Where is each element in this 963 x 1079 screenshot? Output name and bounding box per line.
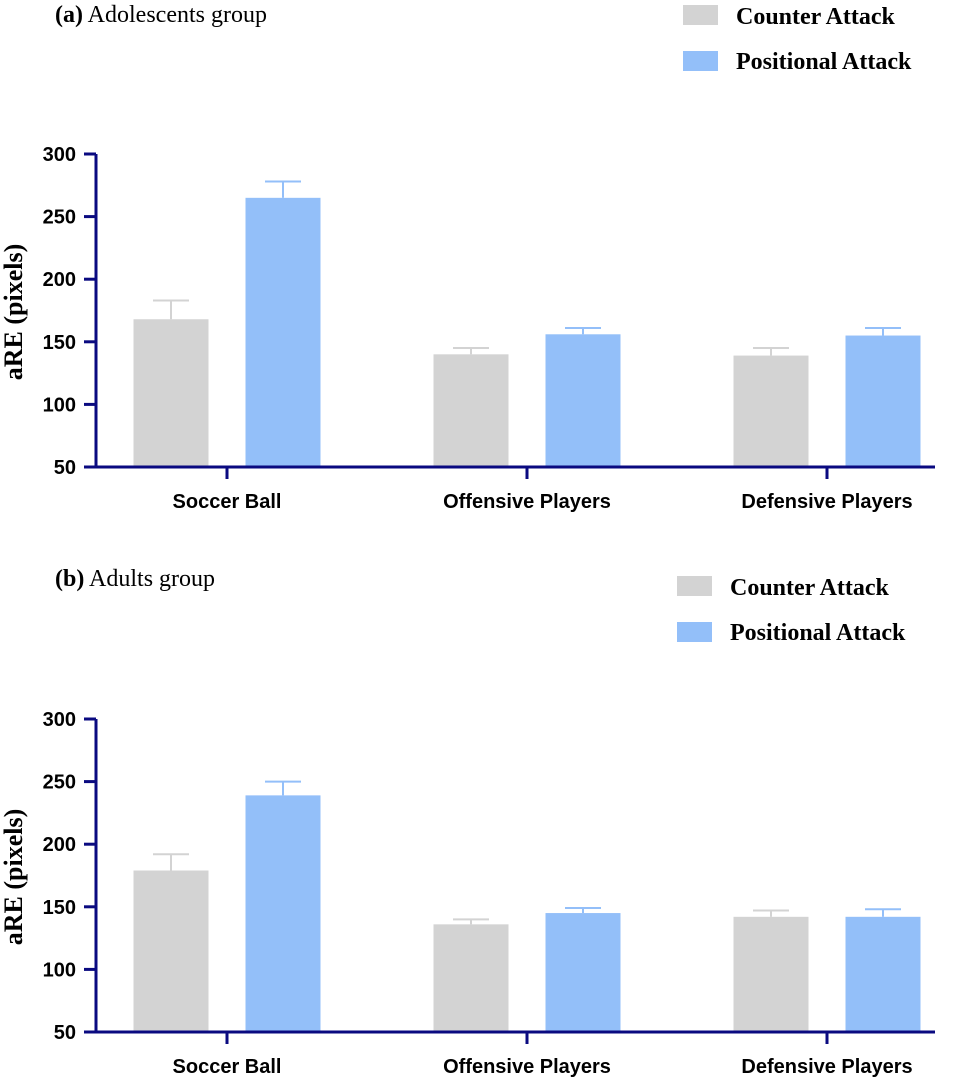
plot-area: 50 100 150 200 250 300 Soccer Ball Offensive Pl… bbox=[43, 709, 935, 1078]
y-tick-label-300: 300 bbox=[43, 144, 76, 166]
bar-positional-attack-defensive-players bbox=[845, 335, 921, 467]
legend-swatch-positional-attack bbox=[683, 51, 718, 71]
y-axis-label: aRE (pixels) bbox=[0, 809, 28, 946]
bar-positional-attack-offensive-players bbox=[545, 913, 621, 1032]
y-axis-label: aRE (pixels) bbox=[0, 244, 28, 381]
panel-letter: (a) bbox=[55, 2, 83, 28]
x-tick-label-soccer-ball: Soccer Ball bbox=[173, 1056, 282, 1078]
y-tick-label-250: 250 bbox=[43, 772, 76, 794]
bar-counter-attack-defensive-players bbox=[733, 916, 809, 1032]
legend-label-positional-attack: Positional Attack bbox=[736, 49, 912, 75]
y-tick-label-150: 150 bbox=[43, 897, 76, 919]
bar-positional-attack-defensive-players bbox=[845, 916, 921, 1032]
bar-counter-attack-soccer-ball bbox=[133, 870, 209, 1032]
legend-label-counter-attack: Counter Attack bbox=[730, 575, 890, 601]
legend: Counter Attack Positional Attack bbox=[677, 575, 906, 646]
bar-counter-attack-soccer-ball bbox=[133, 319, 209, 467]
y-tick-label-300: 300 bbox=[43, 709, 76, 731]
y-tick-label-150: 150 bbox=[43, 332, 76, 354]
panel-title: (a) Adolescents group bbox=[55, 2, 267, 28]
legend: Counter Attack Positional Attack bbox=[683, 4, 912, 75]
legend-swatch-counter-attack bbox=[677, 576, 712, 596]
plot-area: 50 100 150 200 250 300 Soccer Ball Offensive Pl… bbox=[43, 144, 935, 513]
x-tick-label-defensive-players: Defensive Players bbox=[741, 491, 912, 513]
y-tick-label-250: 250 bbox=[43, 207, 76, 229]
y-tick-label-50: 50 bbox=[54, 1022, 76, 1044]
legend-swatch-positional-attack bbox=[677, 622, 712, 642]
x-tick-label-defensive-players: Defensive Players bbox=[741, 1056, 912, 1078]
x-tick-label-offensive-players: Offensive Players bbox=[443, 491, 611, 513]
panel-title-text: Adults group bbox=[89, 566, 215, 592]
chart-panel-adults: (b) Adults group Counter Attack Position… bbox=[0, 566, 935, 1078]
y-tick-label-200: 200 bbox=[43, 834, 76, 856]
chart-panel-adolescents: (a) Adolescents group Counter Attack Pos… bbox=[0, 2, 935, 513]
bar-positional-attack-offensive-players bbox=[545, 334, 621, 467]
panel-title: (b) Adults group bbox=[55, 566, 215, 592]
legend-label-positional-attack: Positional Attack bbox=[730, 620, 906, 646]
y-tick-label-50: 50 bbox=[54, 457, 76, 479]
bar-counter-attack-defensive-players bbox=[733, 355, 809, 467]
legend-label-counter-attack: Counter Attack bbox=[736, 4, 896, 30]
x-tick-label-soccer-ball: Soccer Ball bbox=[173, 491, 282, 513]
y-tick-label-100: 100 bbox=[43, 394, 76, 416]
y-tick-label-100: 100 bbox=[43, 959, 76, 981]
bar-counter-attack-offensive-players bbox=[433, 354, 509, 467]
legend-swatch-counter-attack bbox=[683, 5, 718, 25]
y-tick-label-200: 200 bbox=[43, 269, 76, 291]
panel-letter: (b) bbox=[55, 566, 84, 592]
x-tick-label-offensive-players: Offensive Players bbox=[443, 1056, 611, 1078]
bar-positional-attack-soccer-ball bbox=[245, 795, 321, 1032]
panel-title-text: Adolescents group bbox=[88, 2, 267, 28]
bar-counter-attack-offensive-players bbox=[433, 924, 509, 1032]
bar-positional-attack-soccer-ball bbox=[245, 197, 321, 467]
